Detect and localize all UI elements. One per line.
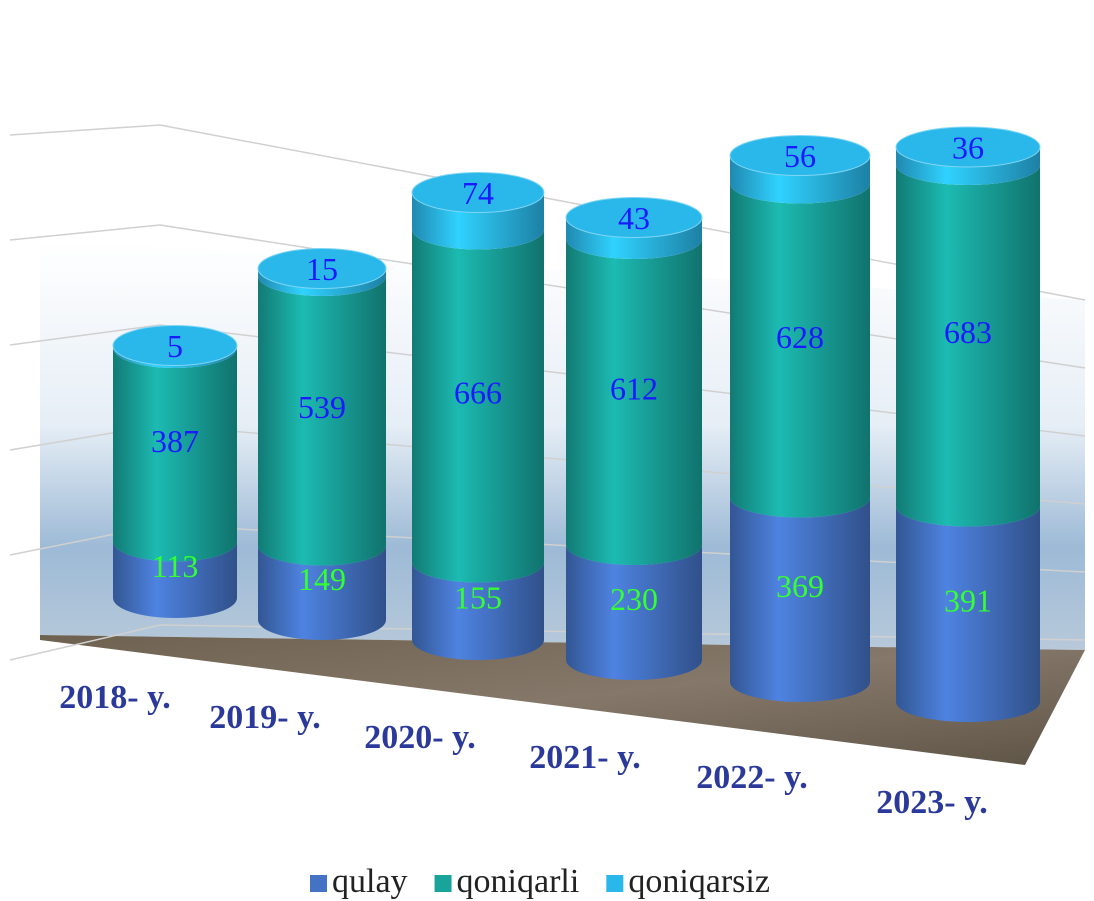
bar-cap [565,197,703,238]
bar-segment [730,155,870,204]
bar-segment [412,562,544,660]
bar-segment [566,239,702,565]
grid-line [9,224,161,241]
data-label: 36 [952,129,984,165]
bar-segment [258,268,386,296]
x-tick-label: 2019- y. [209,699,320,736]
data-label: 74 [462,175,494,211]
data-label: 387 [151,423,199,459]
data-label: 612 [610,370,658,406]
x-tick-label: 2020- y. [364,719,475,756]
bar-segment [730,183,870,518]
data-label: 155 [454,580,502,616]
bar-segment [412,192,544,250]
grid-line [9,124,161,136]
x-tick-label: 2018- y. [59,679,170,716]
bar-segment [112,541,237,618]
grid-line [9,624,161,661]
bar-cap [112,325,238,366]
data-label: 43 [618,200,650,236]
data-label: 149 [298,561,346,597]
bar-segment [566,545,702,680]
bar-segment [896,147,1040,185]
bar-segment [258,276,386,566]
data-label: 230 [610,581,658,617]
data-label: 628 [776,319,824,355]
x-tick-label: 2022- y. [696,759,807,796]
data-label: 113 [152,548,199,584]
bar-segment [566,217,702,259]
bar-segment [896,506,1040,722]
data-label: 56 [784,138,816,174]
data-label: 539 [298,389,346,425]
bar-segment [730,497,870,702]
data-label: 666 [454,374,502,410]
bar-segment [896,165,1040,527]
data-label: 5 [167,328,183,364]
legend-swatch [606,875,624,892]
legend-label: qoniqarsiz [628,863,770,900]
legend-swatch [310,875,327,892]
bar-cap [257,248,387,289]
bar-segment [113,348,237,562]
x-tick-label: 2021- y. [529,739,640,776]
data-label: 683 [944,314,992,350]
legend-label: qoniqarli [457,863,580,900]
bar-cap [729,135,871,176]
legend-swatch [434,875,452,892]
legend-label: qulay [332,863,408,900]
grid-line [9,324,161,346]
data-label: 391 [944,583,992,619]
bar-segment [412,229,544,583]
data-label: 369 [776,568,824,604]
bar-segment [258,545,386,640]
data-label: 15 [306,251,338,287]
bar-cap [411,172,545,213]
bar-cap [895,126,1041,168]
x-tick-label: 2023- y. [876,784,987,821]
